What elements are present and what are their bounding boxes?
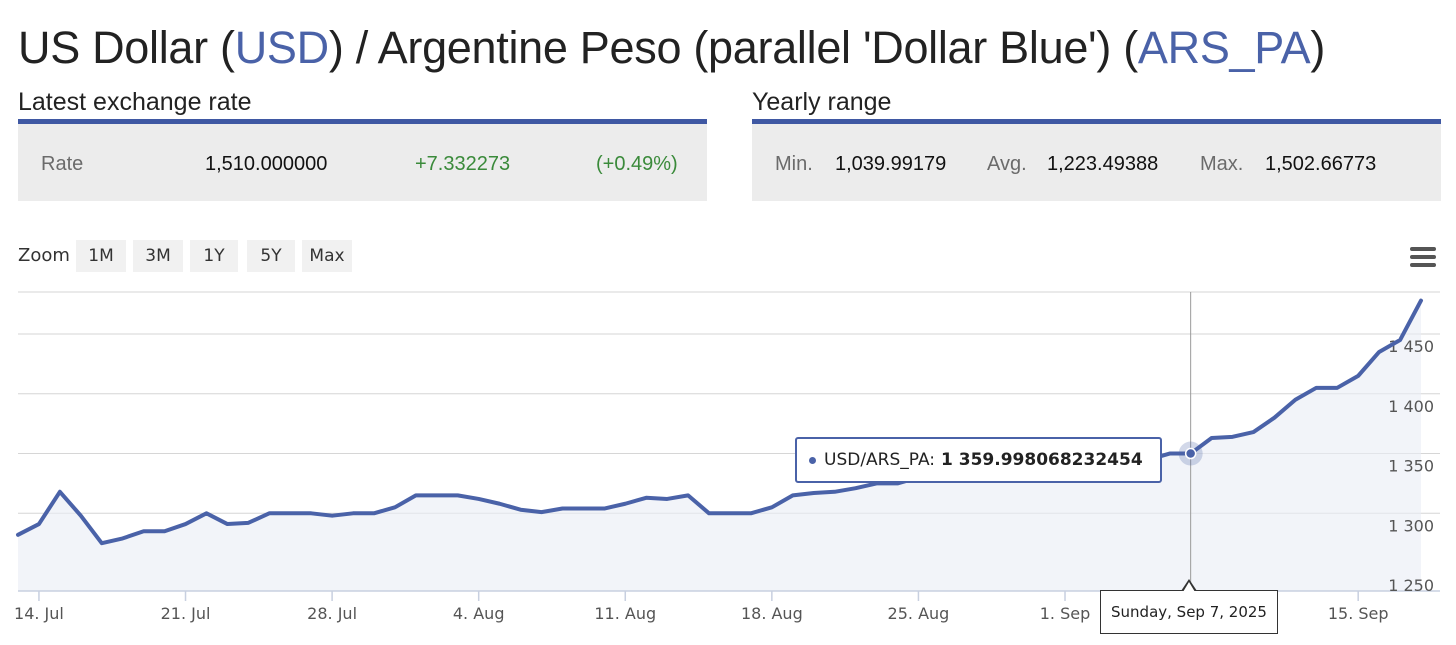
zoom-max-button[interactable]: Max	[302, 240, 352, 272]
tooltip-value: 1 359.998068232454	[941, 450, 1143, 470]
x-tick-label: 15. Sep	[1328, 604, 1389, 623]
tooltip-series-label: USD/ARS_PA:	[824, 450, 936, 470]
x-tick-label: 4. Aug	[453, 604, 505, 623]
avg-label: Avg.	[987, 153, 1027, 175]
series-area	[18, 300, 1421, 591]
latest-rate-heading: Latest exchange rate	[18, 88, 252, 116]
zoom-5y-button[interactable]: 5Y	[247, 240, 295, 272]
rate-label: Rate	[41, 153, 84, 175]
avg-value: 1,223.49388	[1047, 153, 1159, 175]
yearly-range-rule	[752, 119, 1441, 124]
zoom-3m-button[interactable]: 3M	[133, 240, 183, 272]
yearly-range-panel	[752, 124, 1441, 201]
zoom-1m-button[interactable]: 1M	[76, 240, 126, 272]
title-text-2: ) / Argentine Peso (parallel 'Dollar Blu…	[328, 22, 1138, 73]
y-tick-label: 1 400	[1388, 397, 1434, 416]
chart-area	[18, 300, 1421, 591]
y-tick-label: 1 350	[1388, 457, 1434, 476]
usd-link[interactable]: USD	[234, 22, 329, 73]
min-value: 1,039.99179	[835, 153, 947, 175]
min-label: Min.	[775, 153, 813, 175]
max-label: Max.	[1200, 153, 1244, 175]
x-tick-label: 14. Jul	[14, 604, 64, 623]
exchange-rate-chart: 14. Jul 21. Jul 28. Jul 4. Aug 11. Aug 18. Au…	[14, 291, 1440, 623]
yearly-range-heading: Yearly range	[752, 88, 892, 116]
y-tick-label: 1 300	[1388, 516, 1434, 535]
date-tooltip-arrow-inner	[1183, 582, 1195, 592]
x-tick-label: 25. Aug	[888, 604, 950, 623]
rate-value: 1,510.000000	[205, 153, 328, 175]
series-dot-icon	[809, 456, 816, 464]
rate-change-pct: (+0.49%)	[596, 153, 678, 175]
ars-pa-link[interactable]: ARS_PA	[1137, 22, 1311, 73]
title-text-1: US Dollar (	[18, 22, 235, 73]
chart-marks	[16, 292, 1423, 591]
latest-rate-rule	[18, 119, 707, 124]
y-tick-label: 1 450	[1388, 337, 1434, 356]
max-value: 1,502.66773	[1265, 153, 1377, 175]
latest-rate-panel	[18, 124, 707, 201]
x-tick-label: 28. Jul	[307, 604, 357, 623]
rate-change: +7.332273	[415, 153, 511, 175]
series-tooltip: USD/ARS_PA: 1 359.998068232454	[795, 437, 1162, 483]
date-tooltip: Sunday, Sep 7, 2025	[1100, 590, 1278, 634]
y-tick-label: 1 250	[1388, 576, 1434, 595]
highlight-point	[1184, 447, 1197, 460]
x-tick-label: 1. Sep	[1040, 604, 1091, 623]
x-tick-label: 21. Jul	[161, 604, 211, 623]
page-title: US Dollar (USD) / Argentine Peso (parall…	[18, 18, 1325, 78]
chart-menu-icon[interactable]	[1410, 247, 1436, 267]
x-tick-label: 18. Aug	[741, 604, 803, 623]
x-tick-label: 11. Aug	[594, 604, 656, 623]
zoom-label: Zoom	[18, 245, 70, 266]
zoom-1y-button[interactable]: 1Y	[190, 240, 238, 272]
title-text-3: )	[1310, 22, 1326, 73]
